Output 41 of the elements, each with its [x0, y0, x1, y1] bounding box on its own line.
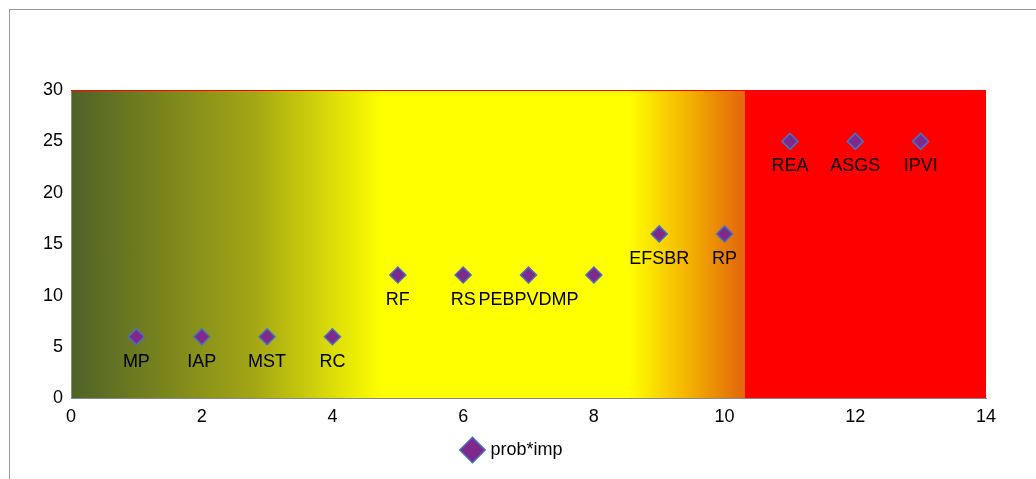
- point: [846, 132, 865, 151]
- point: [911, 132, 930, 151]
- annotation: RP: [712, 247, 738, 268]
- annotation: MST: [248, 350, 287, 371]
- point: [519, 266, 538, 284]
- y-tick-label: 30: [42, 78, 64, 99]
- point: [781, 132, 799, 151]
- point: [389, 266, 407, 284]
- legend-label: prob*imp: [490, 438, 563, 459]
- x-tick-label: 0: [66, 406, 77, 427]
- x-tick-label: 12: [845, 406, 866, 427]
- x-tick-label: 8: [588, 406, 599, 427]
- annotation: REA: [771, 155, 809, 176]
- point: [454, 266, 472, 284]
- point: [323, 327, 342, 346]
- x-tick-label: 10: [714, 406, 735, 427]
- annotation: RC: [319, 350, 346, 371]
- annotation: PEBPVDMP: [478, 289, 579, 310]
- annotation: EFSBR: [629, 247, 690, 268]
- annotation: ASGS: [830, 155, 881, 176]
- point: [192, 327, 211, 346]
- x-tick-label: 2: [196, 406, 207, 427]
- x-tick-label: 4: [327, 406, 338, 427]
- point: [715, 225, 734, 243]
- annotation: IPVI: [903, 155, 938, 176]
- x-tick-label: 6: [458, 406, 469, 427]
- point: [258, 327, 276, 346]
- y-tick-label: 0: [53, 387, 64, 408]
- annotation: RF: [385, 289, 410, 310]
- y-tick-label: 25: [42, 130, 64, 151]
- y-tick-label: 10: [42, 284, 64, 305]
- y-tick-label: 5: [53, 335, 64, 356]
- point: [650, 225, 668, 243]
- annotation: MP: [122, 350, 150, 371]
- annotation: IAP: [187, 350, 217, 371]
- point: [127, 327, 146, 346]
- x-tick-label: 14: [975, 406, 997, 427]
- annotation: RS: [450, 289, 476, 310]
- y-tick-label: 20: [42, 181, 64, 202]
- point: [585, 266, 603, 284]
- y-tick-label: 15: [42, 233, 64, 254]
